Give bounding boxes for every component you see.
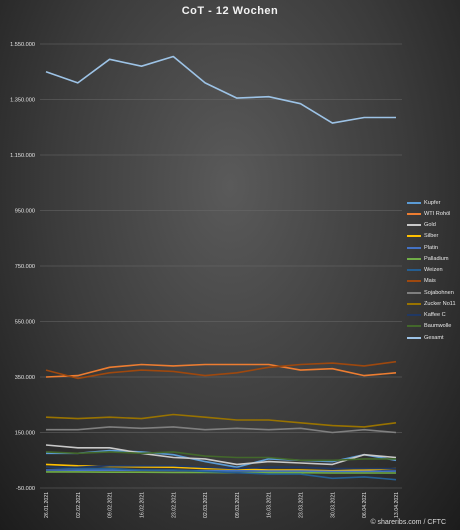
legend-item: Gold <box>407 220 456 231</box>
legend-item: Platin <box>407 242 456 253</box>
legend-label: Silber <box>424 233 439 240</box>
series-line-gesamt <box>45 55 396 124</box>
source-credit: © shareribs.com / CFTC <box>370 519 446 526</box>
legend-label: Platin <box>424 244 438 251</box>
gridlines <box>40 43 402 489</box>
x-tick-label: 06.04.2021 <box>362 492 368 518</box>
series-line-baumwolle <box>45 451 396 462</box>
legend-item: Zucker No11 <box>407 298 456 309</box>
series-line-sojabohnen <box>46 426 397 434</box>
legend-label: Gold <box>424 222 436 229</box>
legend-label: Kaffee C <box>424 312 446 319</box>
y-tick-label: 950.000 <box>15 209 35 215</box>
series-lines <box>45 55 397 481</box>
legend-item: Gesamt <box>407 332 456 343</box>
legend-label: Zucker No11 <box>424 300 456 307</box>
legend-item: Kaffee C <box>407 310 456 321</box>
legend-swatch <box>407 325 421 328</box>
legend-item: Baumwolle <box>407 321 456 332</box>
legend-swatch <box>407 235 421 238</box>
x-tick-label: 16.02.2021 <box>139 492 145 518</box>
x-tick-label: 23.03.2021 <box>299 492 305 518</box>
legend-label: Palladium <box>424 255 449 262</box>
y-tick-label: 750.000 <box>15 264 35 270</box>
legend-swatch <box>407 257 421 260</box>
x-tick-label: 16.03.2021 <box>267 492 273 518</box>
x-tick-label: 02.02.2021 <box>76 492 82 518</box>
y-tick-label: 1.150.000 <box>10 153 35 159</box>
series-line-kaffee-c <box>46 464 396 470</box>
series-line-weizen <box>45 466 397 481</box>
legend-swatch <box>407 212 421 215</box>
legend-swatch <box>407 201 421 204</box>
legend-swatch <box>407 246 421 249</box>
legend-label: Kupfer <box>424 199 441 206</box>
y-tick-label: 1.350.000 <box>10 98 35 104</box>
y-tick-label: 350.000 <box>15 375 35 381</box>
x-tick-label: 26.01.2021 <box>44 492 50 518</box>
legend-item: Sojabohnen <box>407 287 456 298</box>
legend-item: WTI Rohöl <box>407 208 456 219</box>
x-tick-label: 23.02.2021 <box>171 492 177 518</box>
x-tick-label: 02.03.2021 <box>203 492 209 518</box>
legend-item: Weizen <box>407 265 456 276</box>
series-line-mais <box>45 360 397 380</box>
legend-swatch <box>407 269 421 272</box>
legend-swatch <box>407 224 421 227</box>
legend-item: Palladium <box>407 253 456 264</box>
legend-label: WTI Rohöl <box>424 210 451 217</box>
series-line-platin <box>45 469 397 473</box>
x-tick-label: 09.03.2021 <box>235 492 241 518</box>
x-tick-label: 13.04.2021 <box>394 492 400 518</box>
series-line-gold <box>45 444 397 466</box>
legend-item: Mais <box>407 276 456 287</box>
y-tick-label: -50.000 <box>16 486 35 492</box>
x-tick-label: 09.02.2021 <box>108 492 114 518</box>
chart-title: CoT - 12 Wochen <box>181 5 279 17</box>
legend-label: Baumwolle <box>424 323 452 330</box>
y-tick-label: 150.000 <box>15 431 35 437</box>
y-tick-label: 550.000 <box>15 320 35 326</box>
legend-item: Silber <box>407 231 456 242</box>
legend-swatch <box>407 302 421 305</box>
x-axis-tick-labels: 26.01.2021 02.02.2021 09.02.2021 16.02.2021… <box>44 492 400 518</box>
legend-label: Mais <box>424 278 436 285</box>
legend-label: Gesamt <box>424 334 444 341</box>
legend-swatch <box>407 336 421 339</box>
legend-swatch <box>407 314 421 317</box>
series-line-wti-roh-l <box>45 363 397 378</box>
legend-label: Sojabohnen <box>424 289 454 296</box>
legend-item: Kupfer <box>407 197 456 208</box>
series-line-zucker-no11 <box>45 413 397 428</box>
legend-swatch <box>407 280 421 283</box>
x-tick-label: 30.03.2021 <box>330 492 336 518</box>
y-tick-label: 1.550.000 <box>10 42 35 48</box>
legend-label: Weizen <box>424 267 443 274</box>
y-axis-tick-labels: -50.000 150.000 350.000 550.000 750.000 950.0… <box>10 42 35 492</box>
legend: Kupfer WTI Rohöl Gold Silber Platin Palladium… <box>407 197 456 343</box>
legend-swatch <box>407 291 421 294</box>
